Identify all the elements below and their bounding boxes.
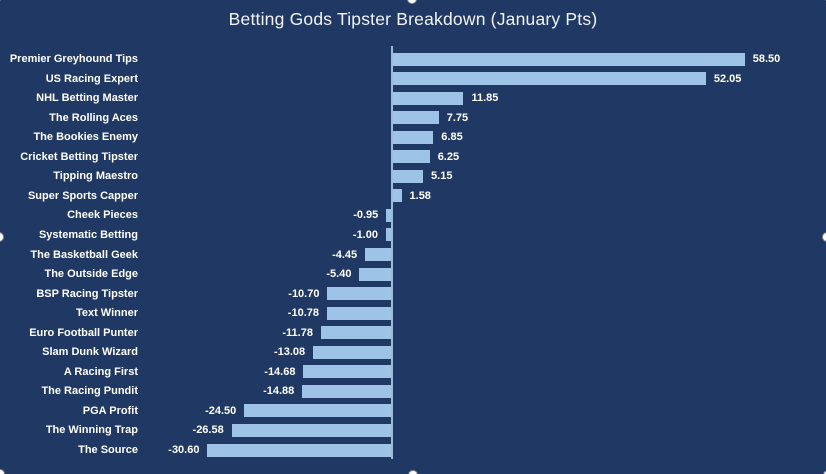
value-label: -26.58 — [192, 424, 224, 437]
selection-handle-top-center-icon[interactable] — [407, 0, 417, 4]
category-label: Systematic Betting — [38, 228, 138, 241]
category-label: The Basketball Geek — [30, 248, 138, 261]
category-label: Euro Football Punter — [29, 326, 138, 339]
value-label: -10.78 — [287, 307, 319, 320]
value-label: 6.25 — [437, 150, 460, 163]
bar[interactable] — [392, 189, 402, 203]
category-label: NHL Betting Master — [36, 92, 138, 105]
category-label: Slam Dunk Wizard — [42, 346, 138, 359]
bar[interactable] — [313, 345, 392, 359]
value-label: -1.00 — [352, 228, 378, 241]
category-label: US Racing Expert — [45, 72, 138, 85]
bar[interactable] — [303, 365, 392, 379]
bar[interactable] — [327, 287, 392, 301]
value-label: -4.45 — [332, 248, 358, 261]
value-label: -24.50 — [205, 404, 237, 417]
category-label: Super Sports Capper — [27, 189, 138, 202]
value-label: -30.60 — [168, 444, 200, 456]
bar[interactable] — [392, 91, 464, 105]
bar[interactable] — [231, 423, 392, 437]
value-label: -14.88 — [263, 385, 295, 398]
category-label: The Outside Edge — [44, 268, 138, 281]
selection-handle-bottom-right-icon[interactable] — [823, 470, 826, 474]
category-label: BSP Racing Tipster — [36, 287, 138, 300]
selection-handle-top-left-icon[interactable] — [0, 0, 2, 2]
chart-title: Betting Gods Tipster Breakdown (January … — [228, 9, 598, 29]
category-label: Cheek Pieces — [67, 209, 138, 222]
value-label: 5.15 — [431, 170, 453, 183]
category-label: The Winning Trap — [45, 424, 138, 437]
value-label: -0.95 — [353, 209, 379, 222]
bar[interactable] — [392, 72, 706, 86]
value-label: 11.85 — [471, 92, 499, 105]
bar[interactable] — [392, 52, 745, 66]
category-label: A Racing First — [63, 365, 138, 378]
bar[interactable] — [392, 169, 424, 183]
bar[interactable] — [320, 326, 392, 340]
bar[interactable] — [326, 306, 392, 320]
bar[interactable] — [359, 267, 392, 281]
value-label: -10.70 — [288, 287, 320, 300]
category-label: The Source — [78, 444, 138, 456]
category-label: The Racing Pundit — [41, 385, 138, 398]
value-label: 6.85 — [441, 131, 463, 144]
selection-handle-right-center-icon[interactable] — [822, 232, 826, 242]
value-axis-line — [391, 46, 393, 459]
category-label: Tipping Maestro — [53, 170, 138, 183]
value-label: 7.75 — [446, 111, 469, 124]
selection-handle-bottom-center-icon[interactable] — [408, 470, 418, 474]
category-label: Cricket Betting Tipster — [20, 150, 138, 163]
bar[interactable] — [385, 228, 392, 242]
bar[interactable] — [392, 111, 439, 125]
value-label: 52.05 — [713, 72, 742, 85]
value-label: -14.68 — [264, 365, 296, 378]
category-label: Premier Greyhound Tips — [9, 53, 138, 65]
bar[interactable] — [386, 208, 392, 222]
bar[interactable] — [392, 150, 430, 164]
value-label: -5.40 — [326, 268, 352, 281]
value-label: -11.78 — [282, 326, 313, 339]
bar[interactable] — [302, 384, 392, 398]
selection-handle-bottom-left-icon[interactable] — [0, 469, 5, 474]
category-label: The Rolling Aces — [49, 111, 138, 124]
bar[interactable] — [244, 404, 392, 418]
category-label: PGA Profit — [82, 404, 138, 417]
bar[interactable] — [365, 248, 392, 261]
value-label: 58.50 — [752, 53, 781, 65]
value-label: -13.08 — [273, 346, 306, 359]
category-label: Text Winner — [75, 307, 138, 320]
category-label: The Bookies Enemy — [33, 131, 138, 144]
bar[interactable] — [207, 443, 392, 457]
value-label: 1.58 — [409, 189, 431, 202]
bar[interactable] — [392, 130, 434, 144]
